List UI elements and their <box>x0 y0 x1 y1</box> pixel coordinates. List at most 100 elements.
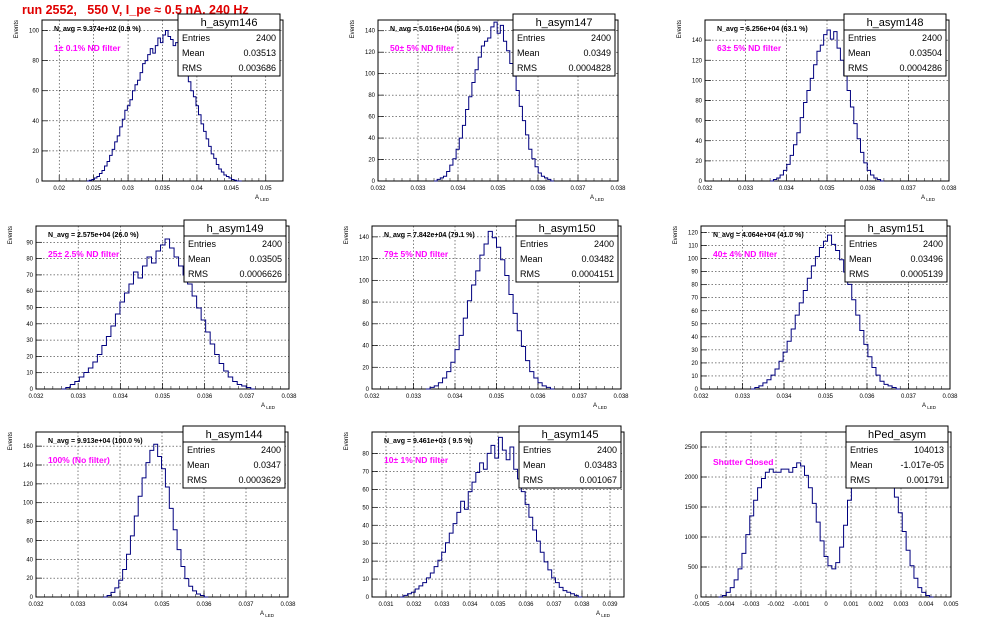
y-axis-label: Events <box>344 432 350 450</box>
navg-label: N_avg = 6.256e+04 (63.1 %) <box>717 26 808 33</box>
y-tick-label: 50 <box>362 505 369 511</box>
x-axis-label: A LED <box>593 403 608 410</box>
y-tick-label: 0 <box>366 387 370 393</box>
histogram-line <box>718 440 934 598</box>
x-tick-label: 0.034 <box>450 186 466 192</box>
y-tick-label: 100 <box>23 501 34 507</box>
stats-entries-value: 2400 <box>597 445 617 455</box>
histogram-h_asym147: 0.032 0.033 0.034 0.035 0.036 0.037 0.038 0 20 40… <box>350 13 626 202</box>
y-axis-label: Events <box>677 20 683 38</box>
stats-mean-value: -1.017e-05 <box>900 460 944 470</box>
y-tick-label: 10 <box>362 577 369 583</box>
y-tick-label: 100 <box>29 29 40 35</box>
x-tick-label: 0.033 <box>410 186 426 192</box>
histogram-line <box>400 436 582 598</box>
y-axis-label: Events <box>350 20 356 38</box>
y-tick-label: 60 <box>362 322 369 328</box>
x-tick-label: 0.032 <box>406 602 422 608</box>
x-tick-label: 0.037 <box>546 602 562 608</box>
stats-box: h_asym150 Entries 2400 Mean 0.03482 RMS 0.0004… <box>515 219 619 283</box>
stats-rms-value: 0.0004286 <box>899 63 942 73</box>
filter-label: 25± 2.5% ND filter <box>48 249 120 259</box>
y-tick-label: 80 <box>362 452 369 458</box>
x-axis-label: A LED <box>590 195 605 202</box>
x-tick-label: 0.032 <box>693 394 709 400</box>
x-tick-label: 0.002 <box>868 602 884 608</box>
y-tick-label: 80 <box>32 59 39 65</box>
y-tick-label: 120 <box>365 50 376 56</box>
stats-title: h_asym146 <box>201 17 258 29</box>
x-tick-label: 0.036 <box>859 394 875 400</box>
stats-box: h_asym147 Entries 2400 Mean 0.0349 RMS 0.00048… <box>512 13 616 77</box>
stats-mean-label: Mean <box>187 460 210 470</box>
filter-label: 1± 0.1% ND filter <box>54 43 121 53</box>
navg-label: N_avg = 9.374e+02 (0.9 %) <box>54 26 141 33</box>
stats-mean-value: 0.03505 <box>249 254 282 264</box>
y-tick-label: 100 <box>692 78 703 84</box>
histogram-line <box>61 238 256 390</box>
y-tick-label: 70 <box>362 469 369 475</box>
x-tick-label: 0.035 <box>490 186 506 192</box>
stats-rms-value: 0.001067 <box>579 475 617 485</box>
stats-title: h_asym148 <box>867 17 924 29</box>
stats-mean-label: Mean <box>849 254 872 264</box>
x-tick-label: 0.035 <box>489 394 505 400</box>
histogram-h_asym151: 0.032 0.033 0.034 0.035 0.036 0.037 0.038 0 10 20… <box>673 219 958 410</box>
x-axis-label: A LED <box>596 611 611 618</box>
x-tick-label: 0.034 <box>447 394 463 400</box>
y-tick-label: 0 <box>695 387 699 393</box>
y-tick-label: 80 <box>695 99 702 105</box>
y-tick-label: 40 <box>26 322 33 328</box>
navg-label: N_avg = 5.016e+04 (50.6 %) <box>390 26 481 33</box>
y-tick-label: 100 <box>688 257 699 263</box>
x-tick-label: 0.032 <box>28 602 44 608</box>
y-tick-label: 20 <box>362 365 369 371</box>
stats-entries-value: 2400 <box>922 33 942 43</box>
stats-rms-value: 0.0005139 <box>900 269 943 279</box>
y-tick-label: 90 <box>691 270 698 276</box>
x-tick-label: -0.003 <box>742 602 760 608</box>
stats-mean-label: Mean <box>182 48 205 58</box>
stats-entries-label: Entries <box>520 239 549 249</box>
x-tick-label: 0.038 <box>574 602 590 608</box>
filter-label: 10± 1% ND filter <box>384 455 449 465</box>
stats-rms-label: RMS <box>523 475 543 485</box>
x-tick-label: 0.033 <box>70 602 86 608</box>
y-tick-label: 20 <box>32 149 39 155</box>
y-tick-label: 120 <box>688 231 699 237</box>
stats-rms-label: RMS <box>850 475 870 485</box>
y-tick-label: 80 <box>362 300 369 306</box>
stats-mean-value: 0.0347 <box>253 460 281 470</box>
stats-entries-label: Entries <box>188 239 217 249</box>
stats-mean-value: 0.03496 <box>910 254 943 264</box>
y-tick-label: 60 <box>26 289 33 295</box>
y-tick-label: 500 <box>688 565 699 571</box>
filter-label: Shutter Closed <box>713 457 773 467</box>
y-tick-label: 140 <box>23 463 34 469</box>
y-tick-label: 50 <box>26 306 33 312</box>
stats-rms-label: RMS <box>182 63 202 73</box>
y-tick-label: 40 <box>26 557 33 563</box>
x-tick-label: 0.035 <box>490 602 506 608</box>
filter-label: 63± 5% ND filter <box>717 43 782 53</box>
x-tick-label: 0.037 <box>570 186 586 192</box>
stats-box-frame <box>518 425 622 489</box>
y-tick-label: 120 <box>692 58 703 64</box>
histogram-h_asym149: 0.032 0.033 0.034 0.035 0.036 0.037 0.038 0 10 20… <box>8 219 297 410</box>
y-tick-label: 0 <box>372 179 376 185</box>
y-tick-label: 20 <box>26 576 33 582</box>
stats-rms-value: 0.0006626 <box>239 269 282 279</box>
x-tick-label: 0.038 <box>280 602 296 608</box>
stats-entries-label: Entries <box>849 239 878 249</box>
stats-title: h_asym144 <box>206 429 263 441</box>
x-tick-label: 0.02 <box>53 186 65 192</box>
x-tick-label: 0.033 <box>735 394 751 400</box>
x-tick-label: -0.002 <box>767 602 785 608</box>
x-tick-label: 0.038 <box>281 394 297 400</box>
y-tick-label: 30 <box>691 348 698 354</box>
x-tick-label: 0.038 <box>613 394 629 400</box>
y-tick-label: 1000 <box>685 535 699 541</box>
x-tick-label: 0.037 <box>572 394 588 400</box>
stats-box-frame <box>845 425 949 489</box>
stats-title: h_asym151 <box>868 223 925 235</box>
